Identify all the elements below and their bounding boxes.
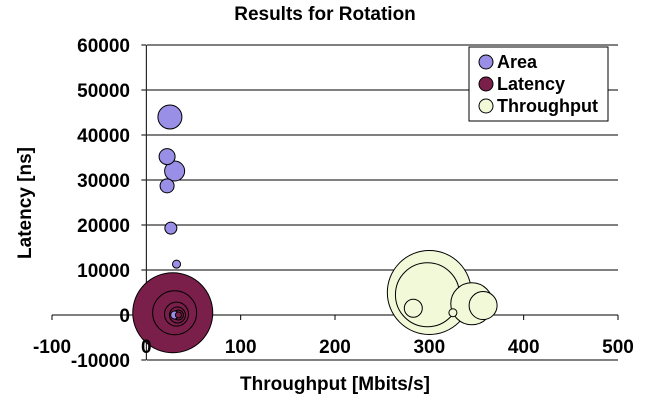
- bubble-throughput: [403, 298, 423, 318]
- grid-layer: [51, 44, 619, 361]
- y-tick-label: 20000: [77, 216, 130, 237]
- bubble-area: [164, 160, 186, 182]
- bubble-area: [164, 221, 178, 235]
- y-tick-label: 50000: [77, 81, 130, 102]
- y-tick-label: -10000: [71, 351, 130, 372]
- y-axis-title: Latency [ns]: [15, 147, 36, 259]
- bubble-latency: [174, 311, 182, 319]
- legend-swatch-latency: [478, 76, 494, 92]
- x-tick-label: 200: [319, 337, 351, 358]
- x-tick-label: -100: [33, 337, 71, 358]
- x-tick-label: 400: [508, 337, 540, 358]
- bubble-area: [159, 178, 175, 194]
- bubble-throughput: [468, 291, 498, 321]
- legend-label-latency: Latency: [497, 74, 565, 94]
- legend-label-area: Area: [497, 52, 538, 72]
- tick-layer: -10000 0 10000 20000 30000 40000 50000 60000 -10…: [33, 36, 634, 372]
- y-tick-label: 0: [119, 306, 130, 327]
- bubble-area: [172, 259, 182, 269]
- legend-label-throughput: Throughput: [497, 96, 598, 116]
- bubble-area: [158, 148, 176, 166]
- x-tick-label: 0: [141, 337, 152, 358]
- bubble-throughput: [394, 262, 460, 328]
- legend-swatch-throughput: [478, 98, 494, 114]
- legend-swatch-area: [478, 54, 494, 70]
- y-tick-label: 60000: [77, 36, 130, 57]
- x-axis-title: Throughput [Mbits/s]: [240, 374, 430, 395]
- y-tick-label: 10000: [77, 261, 130, 282]
- bubble-throughput: [448, 308, 458, 318]
- x-tick-label: 500: [602, 337, 634, 358]
- y-tick-label: 40000: [77, 126, 130, 147]
- bubble-area: [157, 104, 183, 130]
- y-tick-label: 30000: [77, 171, 130, 192]
- x-tick-label: 300: [413, 337, 445, 358]
- chart-title: Results for Rotation: [234, 4, 416, 25]
- x-tick-label: 100: [225, 337, 257, 358]
- bubble-layer: [132, 104, 498, 354]
